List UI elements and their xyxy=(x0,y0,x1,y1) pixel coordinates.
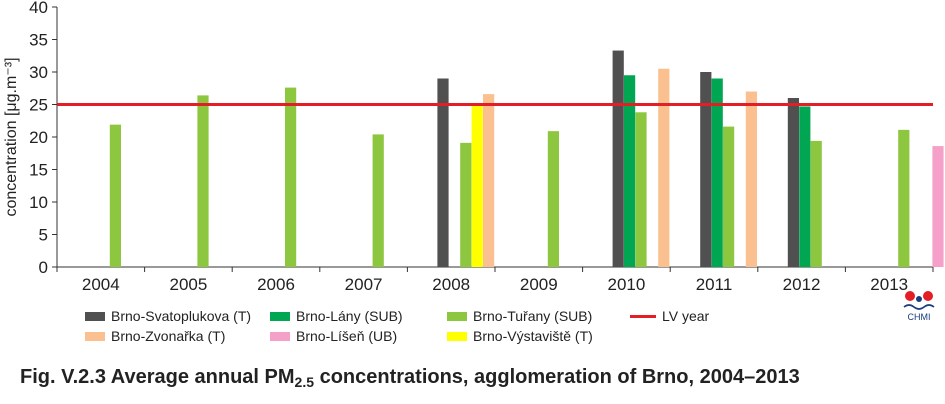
legend-item-lv-year: LV year xyxy=(630,308,709,324)
x-tick-label: 2004 xyxy=(82,275,120,294)
y-tick-label: 40 xyxy=(29,0,48,17)
legend-label: Brno-Výstaviště (T) xyxy=(473,328,593,344)
legend-swatch xyxy=(270,331,290,341)
bar xyxy=(372,134,384,267)
legend-swatch xyxy=(85,311,105,321)
y-tick-label: 20 xyxy=(29,128,48,147)
bar xyxy=(483,94,495,267)
bar xyxy=(197,95,209,268)
chmi-logo-mark xyxy=(903,291,935,310)
legend-label: LV year xyxy=(662,308,710,324)
bar xyxy=(745,91,757,267)
legend-item-lany: Brno-Lány (SUB) xyxy=(270,308,403,324)
bar xyxy=(460,142,472,267)
y-tick-label: 35 xyxy=(29,31,48,50)
caption-subscript: 2.5 xyxy=(294,374,315,390)
bar xyxy=(612,50,624,267)
x-tick-label: 2006 xyxy=(257,275,295,294)
legend-item-turany: Brno-Tuřany (SUB) xyxy=(447,308,592,324)
bar xyxy=(932,146,944,267)
legend-swatch xyxy=(447,331,467,341)
x-tick-label: 2012 xyxy=(783,275,821,294)
y-tick-label: 25 xyxy=(29,96,48,115)
bar xyxy=(624,75,636,267)
bar xyxy=(109,124,121,268)
y-axis-label: concentration [μg.m⁻³] xyxy=(3,57,20,216)
y-tick-label: 5 xyxy=(39,226,48,245)
bar-chart: 0 5 10 15 20 25 30 35 40 concentration [μg.m⁻³] 20… xyxy=(3,0,944,294)
bar xyxy=(547,131,559,267)
legend-item-vystaviste: Brno-Výstaviště (T) xyxy=(447,328,593,344)
y-tick-label: 10 xyxy=(29,193,48,212)
x-tick-label: 2009 xyxy=(520,275,558,294)
chmi-logo-text: CHMI xyxy=(907,312,931,322)
legend-label: Brno-Tuřany (SUB) xyxy=(473,308,593,324)
legend-label: Brno-Lány (SUB) xyxy=(296,308,403,324)
bar xyxy=(471,103,483,267)
bar xyxy=(787,98,799,267)
bar xyxy=(635,112,647,267)
chmi-logo: CHMI xyxy=(898,290,940,324)
legend: Brno-Svatoplukova (T) Brno-Lány (SUB) Br… xyxy=(85,308,725,348)
x-tick-label: 2010 xyxy=(607,275,645,294)
bar xyxy=(799,106,811,267)
figure-caption: Fig. V.2.3 Average annual PM2.5 concentr… xyxy=(20,366,800,390)
bar xyxy=(898,129,910,267)
y-tick-label: 30 xyxy=(29,63,48,82)
legend-label: Brno-Zvonařka (T) xyxy=(111,328,226,344)
caption-suffix: concentrations, agglomeration of Brno, 2… xyxy=(314,366,800,388)
legend-item-zvonarka: Brno-Zvonařka (T) xyxy=(85,328,225,344)
x-tick-label: 2013 xyxy=(870,275,908,294)
bar xyxy=(437,78,449,267)
bar xyxy=(711,78,723,267)
legend-swatch xyxy=(447,311,467,321)
legend-label: Brno-Líšeň (UB) xyxy=(296,328,398,344)
y-tick-label: 0 xyxy=(39,258,48,277)
bar xyxy=(700,72,712,267)
y-tick-label: 15 xyxy=(29,161,48,180)
legend-swatch xyxy=(85,331,105,341)
legend-label: Brno-Svatoplukova (T) xyxy=(111,308,252,324)
bar xyxy=(723,126,735,267)
x-tick-label: 2011 xyxy=(696,275,733,294)
bar xyxy=(285,87,297,267)
caption-prefix: Fig. V.2.3 Average annual PM xyxy=(20,366,295,388)
legend-line-swatch xyxy=(630,314,656,318)
bar xyxy=(810,140,822,267)
x-tick-label: 2008 xyxy=(432,275,470,294)
bar xyxy=(658,68,670,267)
legend-swatch xyxy=(270,311,290,321)
legend-item-svatoplukova: Brno-Svatoplukova (T) xyxy=(85,308,251,324)
x-tick-label: 2007 xyxy=(345,275,383,294)
legend-item-lisen: Brno-Líšeň (UB) xyxy=(270,328,397,344)
x-tick-label: 2005 xyxy=(169,275,207,294)
